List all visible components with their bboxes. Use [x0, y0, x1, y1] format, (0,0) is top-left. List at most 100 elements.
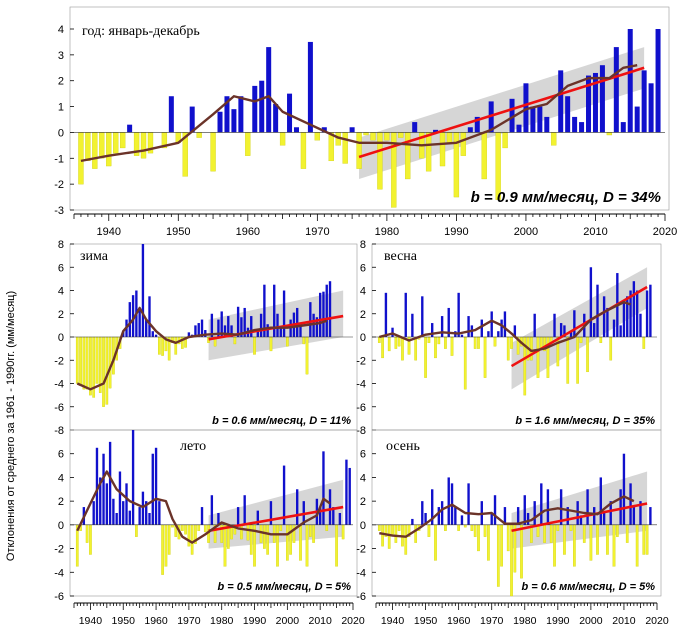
- bar: [289, 524, 292, 555]
- bar: [411, 518, 414, 525]
- bar: [556, 524, 560, 531]
- bar: [450, 336, 454, 356]
- bar: [427, 336, 431, 343]
- bar: [437, 336, 441, 345]
- bar: [394, 524, 398, 543]
- bar: [629, 483, 632, 525]
- bar: [579, 515, 583, 525]
- bar: [397, 524, 401, 531]
- winter-panel: -8 -6 -4 -2 0 2 4 6 8 зима b = 0.6 мм/месяц, D = 1…: [54, 239, 358, 437]
- bar: [210, 313, 214, 337]
- bar: [293, 127, 299, 133]
- autumn-x-axis-label: 2010: [612, 615, 636, 627]
- bar: [300, 132, 307, 169]
- bar: [189, 106, 195, 133]
- y-tick-label: 6: [58, 449, 64, 461]
- bar: [286, 336, 289, 347]
- bar: [609, 501, 612, 525]
- bar: [460, 334, 464, 337]
- spring-panel: -8 -6 -4 -2 0 2 4 6 8 весна b = 1.6 мм/месяц, D = …: [356, 239, 662, 437]
- bar: [105, 336, 109, 405]
- y-tick-label: -8: [356, 425, 366, 437]
- bar: [639, 313, 642, 337]
- bar: [332, 507, 335, 525]
- annual-title: год: январь-декабрь: [82, 24, 200, 39]
- bar: [174, 336, 178, 355]
- bar: [210, 495, 214, 525]
- summer-title: лето: [180, 439, 206, 454]
- bar: [635, 524, 639, 567]
- bar: [122, 501, 125, 525]
- y-tick-label: -1: [54, 153, 64, 165]
- bar: [78, 132, 84, 185]
- bar: [424, 336, 427, 378]
- bar: [434, 336, 437, 359]
- annual-smooth-line: [80, 64, 638, 163]
- bar: [325, 284, 328, 337]
- bar: [641, 70, 647, 133]
- y-tick-label: -4: [54, 567, 64, 579]
- bar: [463, 524, 467, 528]
- bar: [516, 507, 520, 525]
- y-tick-label: 8: [58, 239, 64, 251]
- bar: [154, 334, 158, 337]
- bar: [108, 441, 112, 525]
- y-tick-label: -4: [54, 379, 64, 391]
- bar: [447, 477, 450, 525]
- bar: [533, 313, 536, 337]
- bar: [113, 132, 119, 154]
- annual-x-axis-label: 1960: [236, 226, 260, 238]
- bar: [444, 524, 447, 531]
- bar: [642, 336, 646, 349]
- bar: [158, 501, 161, 525]
- bar: [447, 307, 450, 337]
- bar: [384, 292, 388, 337]
- bar: [148, 296, 151, 337]
- spring-stat-label: b = 1.6 мм/месяц, D = 35%: [515, 415, 655, 427]
- bar: [168, 96, 174, 133]
- bar: [551, 132, 557, 146]
- bar: [457, 524, 460, 531]
- bar: [606, 307, 609, 337]
- bar: [315, 317, 319, 337]
- bar: [546, 489, 550, 525]
- bar: [194, 325, 197, 337]
- bar: [118, 471, 122, 525]
- bar: [536, 336, 540, 378]
- bar: [487, 524, 490, 561]
- bar: [151, 453, 154, 525]
- bar: [233, 336, 237, 345]
- y-tick-label: 0: [58, 332, 64, 344]
- bar: [187, 332, 191, 337]
- y-tick-label: -4: [356, 379, 366, 391]
- spring-confidence-band: [511, 267, 648, 390]
- bar: [322, 291, 325, 337]
- bar: [92, 132, 98, 169]
- bar: [184, 524, 187, 535]
- bar: [615, 524, 619, 537]
- bar: [431, 323, 434, 337]
- autumn-x-axis-label: 1960: [447, 615, 471, 627]
- bar: [154, 447, 158, 525]
- summer-x-axis-label: 1980: [210, 615, 234, 627]
- autumn-x-axis-label: 1950: [414, 615, 438, 627]
- bar: [398, 132, 404, 138]
- bar: [622, 302, 626, 337]
- bar: [312, 524, 315, 543]
- bar: [238, 96, 244, 133]
- bar: [503, 507, 507, 525]
- autumn-frame: [371, 429, 662, 597]
- bar: [387, 336, 391, 352]
- autumn-x-axis-label: 2020: [645, 615, 669, 627]
- bar: [279, 524, 283, 531]
- bar: [500, 524, 503, 567]
- bar: [612, 319, 616, 337]
- y-tick-label: 6: [360, 262, 366, 274]
- bar: [513, 325, 517, 337]
- bar: [629, 290, 632, 337]
- bar: [138, 310, 141, 337]
- bar: [463, 336, 467, 390]
- winter-smooth-line: [76, 306, 328, 391]
- bar: [299, 524, 302, 561]
- bar: [279, 132, 286, 146]
